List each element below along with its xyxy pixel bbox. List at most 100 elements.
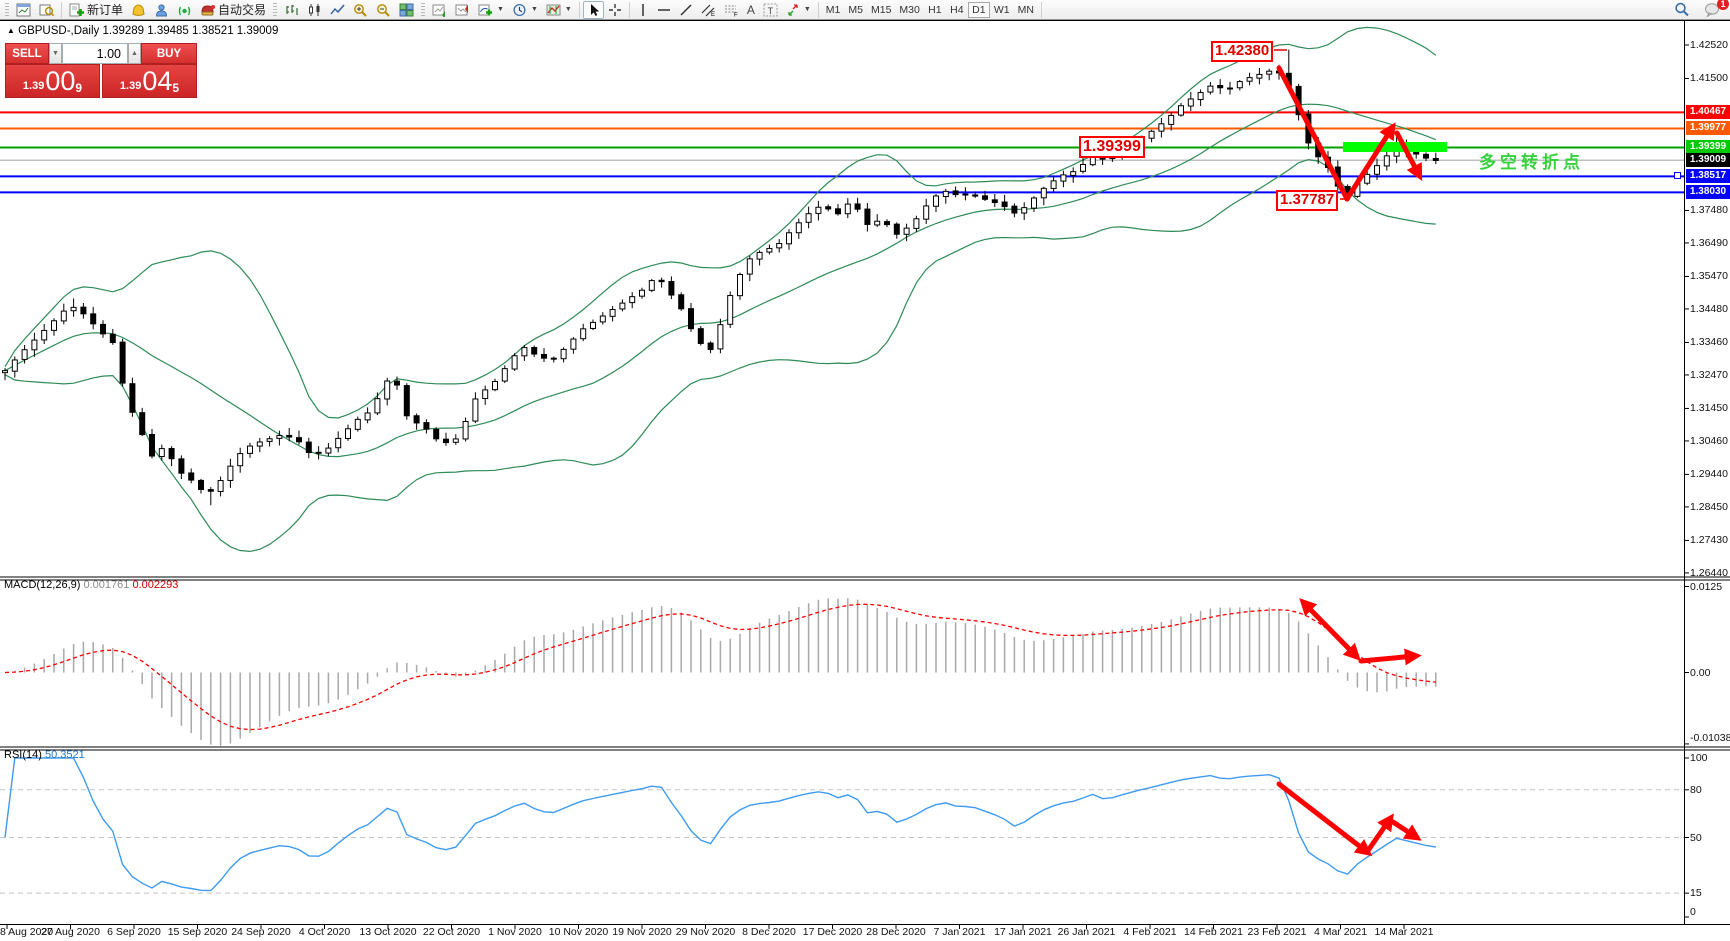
rsi-label: RSI(14) 50.3521 <box>4 749 85 761</box>
price-tick-label: 1.28450 <box>1690 500 1728 513</box>
tf-m15-button[interactable]: M15 <box>870 3 892 16</box>
date-label: 7 Jan 2021 <box>933 926 986 938</box>
label-tool-button[interactable]: T <box>759 1 782 19</box>
toolbar-grip <box>421 2 426 17</box>
tf-m1-button[interactable]: M1 <box>825 3 841 16</box>
news-bubble-icon <box>1705 3 1719 17</box>
toolbar-separator <box>578 1 580 18</box>
date-label: 1 Nov 2020 <box>488 926 542 938</box>
date-label: 17 Jan 2021 <box>994 926 1052 938</box>
svg-text:E: E <box>711 12 715 17</box>
channel-tool-button[interactable]: E <box>697 1 720 19</box>
tf-m5-button[interactable]: M5 <box>848 3 863 16</box>
symbol-marker-icon: ▲ <box>7 26 15 35</box>
highlight-bar <box>1343 142 1447 152</box>
buy-price-sup: 5 <box>172 81 180 95</box>
text-tool-button[interactable]: A <box>743 1 759 19</box>
trend-arrows <box>1274 49 1423 857</box>
date-label: 4 Mar 2021 <box>1313 926 1368 938</box>
hline-selection-handle[interactable] <box>1674 172 1681 180</box>
vertical-line-tool-button[interactable] <box>633 1 653 19</box>
toolbar-separator <box>61 1 62 18</box>
arrange-sell-button[interactable] <box>451 1 474 19</box>
date-label: 17 Dec 2020 <box>802 926 863 938</box>
zoom-out-button[interactable] <box>372 1 395 19</box>
autotrading-icon <box>201 4 216 15</box>
tf-mn-button[interactable]: MN <box>1017 3 1034 16</box>
sell-button[interactable]: SELL <box>5 43 49 64</box>
buy-price-quote[interactable]: 1.39 04 5 <box>102 64 197 98</box>
toolbar-separator <box>817 1 819 18</box>
arrange-buy-button[interactable] <box>428 1 451 19</box>
add-indicator-button[interactable]: ▼ <box>474 1 508 19</box>
tf-h4-button[interactable]: H4 <box>950 3 964 16</box>
toolbar-grip <box>273 2 278 17</box>
price-tick-label: 1.34480 <box>1690 302 1728 315</box>
sell-price-quote[interactable]: 1.39 00 9 <box>5 64 100 98</box>
volume-increase-button[interactable]: ▲ <box>128 43 141 64</box>
turning-point-text[interactable]: 多空转折点 <box>1479 153 1584 172</box>
rsi-tick-label: 15 <box>1690 887 1702 900</box>
new-chart-button[interactable] <box>12 1 35 19</box>
rsi-name: RSI(14) <box>4 749 42 761</box>
toolbar: 新订单 自动交易 <box>0 0 1730 20</box>
trendline-tool-button[interactable] <box>675 1 697 19</box>
zoom-in-button[interactable] <box>349 1 372 19</box>
tf-m30-button[interactable]: M30 <box>899 3 920 16</box>
price-tag: 1.38517 <box>1686 169 1730 184</box>
search-icon <box>1675 2 1689 17</box>
tile-windows-button[interactable] <box>395 1 418 19</box>
bar-chart-icon <box>286 4 298 15</box>
autotrading-button[interactable]: 自动交易 <box>196 1 270 19</box>
new-order-button[interactable]: 新订单 <box>65 1 127 19</box>
signals-button[interactable] <box>173 1 196 19</box>
community-button[interactable] <box>150 1 173 19</box>
one-click-trading-panel: SELL ▼ ▲ BUY 1.39 00 9 1.39 04 5 <box>5 43 197 98</box>
bar-chart-type-button[interactable] <box>280 1 303 19</box>
market-button[interactable] <box>127 1 150 19</box>
new-order-icon <box>69 3 84 16</box>
chart-profiles-button[interactable] <box>35 1 58 19</box>
arrange-up-icon <box>432 4 446 17</box>
macd-signal-line <box>4 603 1436 731</box>
annotation-mid-price[interactable]: 1.39399 <box>1079 136 1145 158</box>
svg-text:F: F <box>734 12 738 17</box>
rsi-tick-label: 100 <box>1690 752 1708 764</box>
ohlc-values: 1.39289 1.39485 1.38521 1.39009 <box>102 25 279 37</box>
rsi-tick-label: 80 <box>1690 783 1702 796</box>
candle-chart-type-button[interactable] <box>303 1 326 19</box>
fibonacci-tool-button[interactable]: F <box>720 1 743 19</box>
tf-h1-button[interactable]: H1 <box>928 3 942 16</box>
notification-badge: 1 <box>1717 0 1729 10</box>
axis-ticks <box>6 44 1689 929</box>
crosshair-icon <box>608 3 621 16</box>
chart-colors-button[interactable]: ▼ <box>542 1 576 19</box>
periods-button[interactable]: ▼ <box>508 1 542 19</box>
volume-decrease-button[interactable]: ▼ <box>49 43 62 64</box>
cursor-tool-button[interactable] <box>582 0 604 19</box>
buy-button[interactable]: BUY <box>141 43 197 64</box>
horizontal-line-tool-button[interactable] <box>653 1 675 19</box>
crosshair-tool-button[interactable] <box>604 1 626 19</box>
tf-d1-button[interactable]: D1 <box>967 1 990 18</box>
profiles-icon <box>39 4 54 16</box>
line-chart-type-button[interactable] <box>326 1 349 19</box>
annotation-low-price[interactable]: 1.37787 <box>1276 190 1339 211</box>
bollinger-bands <box>4 26 1437 553</box>
search-button[interactable] <box>1670 1 1694 19</box>
date-label: 29 Nov 2020 <box>675 926 736 938</box>
community-icon <box>156 3 168 16</box>
arrows-tool-button[interactable]: ▼ <box>782 1 815 19</box>
annotation-high-price[interactable]: 1.42380 <box>1211 41 1274 62</box>
rsi-levels <box>0 789 1684 894</box>
highlight <box>1343 142 1447 152</box>
sell-price-small: 1.39 <box>22 80 45 92</box>
price-tick-label: 1.36490 <box>1690 236 1728 249</box>
tf-w1-button[interactable]: W1 <box>993 3 1010 16</box>
volume-input[interactable] <box>62 43 128 64</box>
news-button[interactable]: 1 <box>1700 0 1729 19</box>
date-label: 23 Feb 2021 <box>1247 926 1307 938</box>
price-tick-label: 1.27430 <box>1690 534 1728 547</box>
price-tag: 1.39009 <box>1686 153 1730 168</box>
